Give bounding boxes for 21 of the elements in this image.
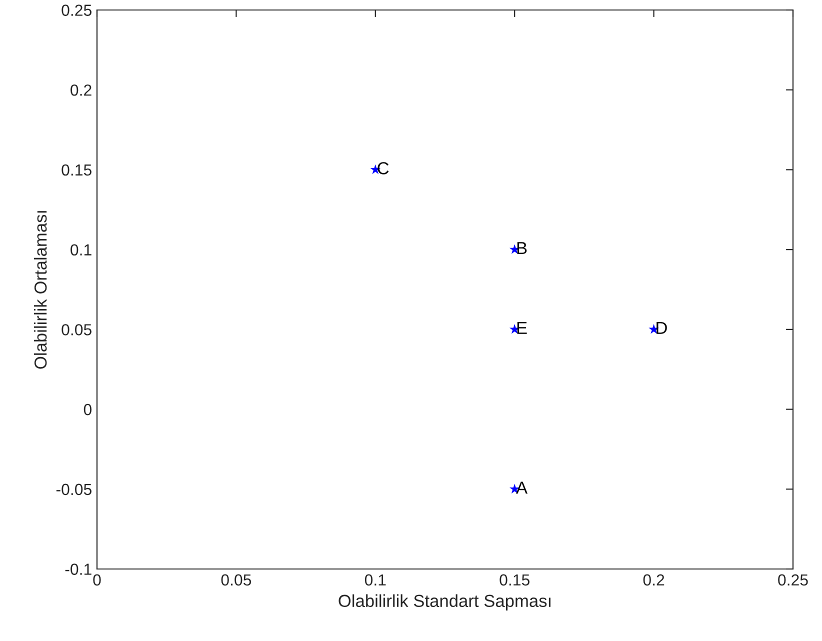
annotation: D bbox=[656, 322, 667, 334]
y-axis-title: Olabilirlik Ortalaması bbox=[34, 211, 47, 369]
x-axis-title: Olabilirlik Standart Sapması bbox=[338, 594, 550, 610]
y-tick-label: 0.15 bbox=[62, 164, 92, 176]
y-tick-label: 0 bbox=[84, 404, 92, 416]
x-tick-label: 0.25 bbox=[778, 574, 808, 586]
x-tick-label: 0 bbox=[93, 574, 101, 586]
annotation: E bbox=[517, 322, 527, 334]
y-tick-label: -0.1 bbox=[65, 564, 92, 575]
y-tick-label: 0.25 bbox=[62, 4, 92, 16]
y-tick-label: 0.1 bbox=[70, 244, 92, 256]
annotation: B bbox=[517, 242, 527, 254]
x-tick-label: 0.1 bbox=[364, 574, 386, 586]
x-tick-label: 0.05 bbox=[221, 574, 252, 586]
x-tick-label: 0.2 bbox=[643, 574, 664, 586]
x-tick-label: 0.15 bbox=[500, 574, 530, 586]
y-tick-label: -0.05 bbox=[56, 484, 92, 496]
annotation: C bbox=[378, 162, 389, 174]
y-tick-label: 0.05 bbox=[62, 324, 92, 336]
annotation: A bbox=[516, 482, 528, 494]
y-tick-label: 0.2 bbox=[70, 84, 92, 96]
